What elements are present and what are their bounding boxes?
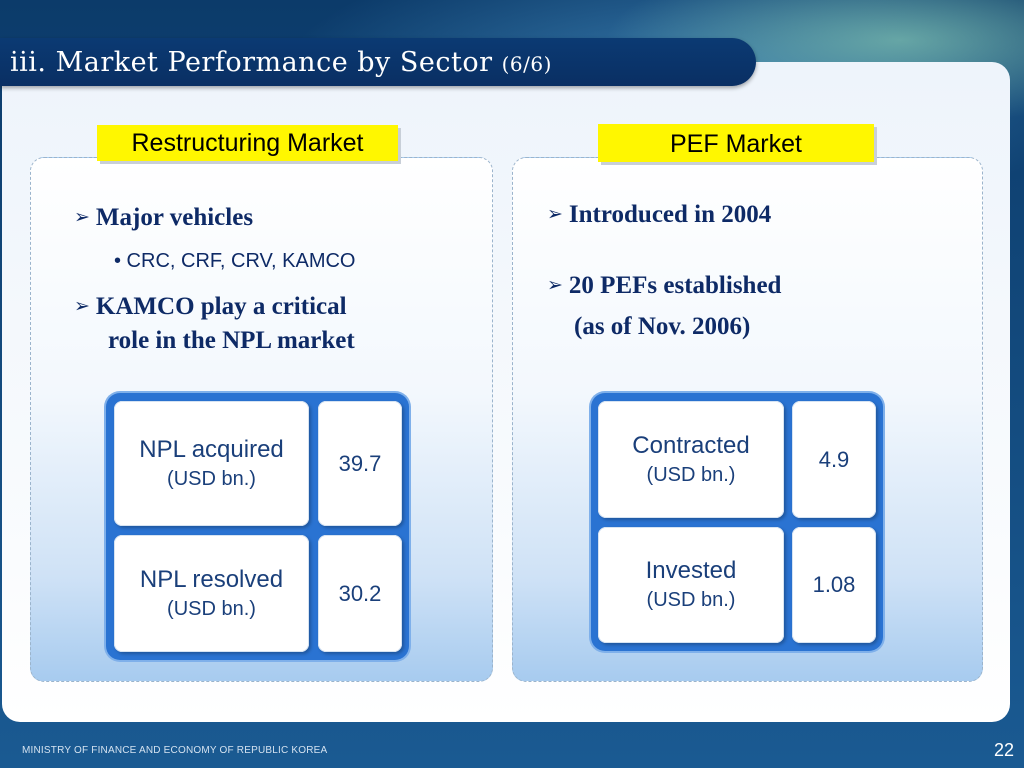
npl-resolved-unit: (USD bn.) [167, 597, 256, 620]
npl-resolved-label: NPL resolved [139, 565, 284, 593]
invested-value-cell: 1.08 [792, 527, 876, 643]
npl-table: NPL acquired (USD bn.) 39.7 NPL resolved… [106, 393, 409, 660]
invested-value: 1.08 [812, 572, 856, 597]
npl-acquired-label-cell: NPL acquired (USD bn.) [114, 401, 309, 526]
restructuring-market-tag: Restructuring Market [97, 125, 398, 161]
npl-acquired-value: 39.7 [338, 450, 382, 476]
bullet-text: Major vehicles [95, 204, 254, 231]
npl-resolved-value: 30.2 [338, 580, 382, 606]
contracted-unit: (USD bn.) [646, 463, 736, 486]
slide-title: iii. Market Performance by Sector (6/6) [10, 47, 552, 78]
bullet-pefs-date: (as of Nov. 2006) [574, 313, 751, 340]
contracted-value-cell: 4.9 [792, 401, 876, 518]
invested-unit: (USD bn.) [646, 589, 736, 611]
pef-table: Contracted (USD bn.) 4.9 Invested (USD b… [591, 393, 883, 651]
page-number: 22 [993, 740, 1014, 760]
slide-title-main: iii. Market Performance by Sector [10, 47, 493, 78]
title-bar [0, 38, 756, 86]
arrowhead-bullet-icon: ➢ [547, 275, 563, 296]
footer-ministry: MINISTRY OF FINANCE AND ECONOMY OF REPUB… [22, 745, 328, 756]
arrowhead-bullet-icon: ➢ [74, 207, 90, 228]
npl-resolved-label-cell: NPL resolved (USD bn.) [114, 535, 309, 652]
bullet-major-vehicles: ➢ Major vehicles [74, 201, 253, 237]
contracted-value: 4.9 [818, 446, 850, 472]
arrowhead-bullet-icon: ➢ [74, 296, 90, 317]
bullet-text: Introduced in 2004 [568, 201, 772, 228]
slide-title-suffix: (6/6) [501, 52, 552, 76]
npl-acquired-value-cell: 39.7 [318, 401, 402, 526]
bullet-text: KAMCO play a critical [95, 293, 347, 320]
contracted-label-cell: Contracted (USD bn.) [598, 401, 784, 518]
arrowhead-bullet-icon: ➢ [547, 204, 563, 225]
npl-acquired-label: NPL acquired [139, 435, 284, 463]
bullet-pefs-established: ➢ 20 PEFs established [547, 269, 781, 305]
npl-acquired-unit: (USD bn.) [167, 467, 256, 490]
bullet-kamco-role: ➢ KAMCO play a critical [74, 290, 347, 326]
contracted-label: Contracted [632, 431, 750, 459]
invested-label-cell: Invested (USD bn.) [598, 527, 784, 643]
invested-label: Invested [645, 557, 737, 584]
bullet-introduced: ➢ Introduced in 2004 [547, 198, 771, 234]
sub-bullet-vehicles: • CRC, CRF, CRV, KAMCO [114, 250, 356, 272]
bullet-kamco-role-cont: role in the NPL market [108, 327, 355, 354]
pef-market-tag: PEF Market [598, 124, 874, 162]
bullet-text: 20 PEFs established [568, 272, 782, 299]
npl-resolved-value-cell: 30.2 [318, 535, 402, 652]
